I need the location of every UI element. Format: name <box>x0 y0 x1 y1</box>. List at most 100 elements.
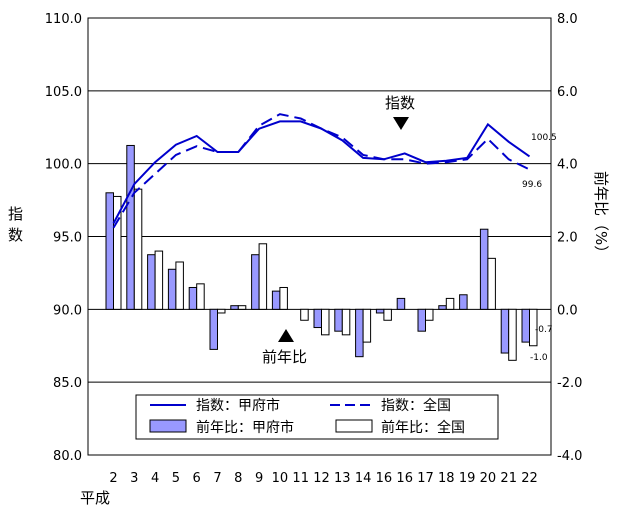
bar-national-yoy <box>362 308 372 343</box>
bar-kofu-yoy <box>334 308 343 332</box>
x-axis: 2 3 4 5 6 7 8 9 10 11 12 13 14 16 16 17 18 19 20 21 22 <box>109 471 537 486</box>
bar-kofu-yoy <box>209 308 218 350</box>
x-tick-label: 3 <box>130 471 138 486</box>
bar-kofu-yoy <box>167 268 177 310</box>
bar-kofu-yoy <box>459 294 468 310</box>
lines <box>112 113 531 229</box>
bar-national-yoy <box>196 283 205 310</box>
bar-national-yoy <box>154 250 164 310</box>
bar-kofu-yoy <box>230 305 239 310</box>
x-tick-label: 14 <box>355 471 372 486</box>
x-tick-label: 6 <box>193 471 201 486</box>
end-label-kofu: 100.5 <box>531 133 557 143</box>
x-tick-label: 20 <box>480 471 497 486</box>
x-tick-label: 22 <box>521 471 538 486</box>
left-tick-label: 80.0 <box>53 449 82 464</box>
bar-kofu-yoy <box>251 254 260 310</box>
end-yoy-kofu: -0.7 <box>535 325 553 335</box>
bar-kofu-yoy <box>188 286 198 310</box>
left-axis-label-2: 数 <box>8 226 23 244</box>
bar-national-yoy <box>113 195 122 310</box>
annotation-index: 指数 <box>385 94 415 112</box>
bar-national-yoy <box>237 305 247 310</box>
bar-national-yoy <box>258 243 268 310</box>
bar-kofu-yoy <box>417 308 426 332</box>
line-national-index <box>112 113 530 229</box>
x-tick-label: 19 <box>459 471 476 486</box>
bar-national-yoy <box>217 308 226 314</box>
bar-national-yoy <box>487 257 496 310</box>
right-tick-label: -4.0 <box>557 449 582 464</box>
x-tick-label: 8 <box>234 471 242 486</box>
bar-national-yoy <box>341 308 351 336</box>
bar-national-yoy <box>508 308 517 361</box>
left-tick-label: 100.0 <box>45 158 82 173</box>
bar-kofu-yoy <box>396 297 406 310</box>
down-arrow-icon <box>393 117 409 130</box>
legend-swatch-kofu-yoy <box>149 419 187 433</box>
bar-kofu-yoy <box>147 254 156 310</box>
right-tick-label: 6.0 <box>557 85 578 100</box>
right-axis: -4.0 -2.0 0.0 2.0 4.0 6.0 8.0 <box>557 12 582 464</box>
bar-national-yoy <box>529 308 538 347</box>
bar-kofu-yoy <box>438 305 447 310</box>
bar-kofu-yoy <box>105 192 114 310</box>
left-tick-label: 95.0 <box>53 231 82 246</box>
end-label-national: 99.6 <box>522 180 542 190</box>
right-tick-label: 4.0 <box>557 158 578 173</box>
right-axis-label: 前年比（%） <box>592 171 610 260</box>
bar-national-yoy <box>321 308 330 336</box>
line-kofu-index <box>112 120 531 224</box>
legend-swatch-national-yoy <box>335 419 373 433</box>
right-tick-label: 0.0 <box>557 303 578 318</box>
left-tick-label: 90.0 <box>53 303 82 318</box>
right-tick-label: 8.0 <box>557 12 578 27</box>
left-axis-label-1: 指 <box>8 205 23 223</box>
left-tick-label: 85.0 <box>53 376 82 391</box>
left-tick-label: 110.0 <box>45 12 82 27</box>
x-tick-label: 13 <box>334 471 351 486</box>
bar-national-yoy <box>383 308 392 321</box>
bar-national-yoy <box>300 308 309 321</box>
bar-kofu-yoy <box>313 308 322 329</box>
legend-label-national-yoy: 前年比：全国 <box>381 419 465 436</box>
end-yoy-national: -1.0 <box>530 353 548 363</box>
annotation-yoy: 前年比 <box>262 348 307 366</box>
x-tick-label: 5 <box>172 471 180 486</box>
x-tick-label: 10 <box>272 471 289 486</box>
right-tick-label: 2.0 <box>557 231 578 246</box>
legend-box <box>135 394 499 440</box>
x-tick-label: 7 <box>213 471 221 486</box>
x-tick-label: 21 <box>500 471 517 486</box>
x-tick-label: 17 <box>417 471 434 486</box>
x-tick-label: 16 <box>396 471 413 486</box>
bar-kofu-yoy <box>355 308 364 358</box>
legend-label-national-index: 指数：全国 <box>381 397 451 414</box>
left-axis: 80.0 85.0 90.0 95.0 100.0 105.0 110.0 <box>45 12 82 464</box>
x-tick-label: 2 <box>109 471 117 486</box>
x-tick-label: 12 <box>313 471 330 486</box>
bar-kofu-yoy <box>500 308 510 354</box>
bar-kofu-yoy <box>521 308 530 343</box>
bar-national-yoy <box>445 297 455 310</box>
left-tick-label: 105.0 <box>45 85 82 100</box>
bar-kofu-yoy <box>126 144 135 310</box>
bar-kofu-yoy <box>479 228 489 310</box>
x-tick-label: 9 <box>255 471 263 486</box>
x-tick-label: 16 <box>376 471 393 486</box>
bar-national-yoy <box>425 308 434 321</box>
bar-kofu-yoy <box>375 308 385 314</box>
right-tick-label: -2.0 <box>557 376 582 391</box>
up-arrow-icon <box>278 329 294 342</box>
bars <box>105 144 538 361</box>
legend-label-kofu-index: 指数：甲府市 <box>196 397 280 414</box>
x-tick-label: 18 <box>438 471 455 486</box>
x-axis-label: 平成 <box>80 489 110 507</box>
legend: 指数：甲府市 指数：全国 前年比：甲府市 前年比：全国 <box>135 394 499 440</box>
x-tick-label: 4 <box>151 471 159 486</box>
bar-national-yoy <box>175 261 184 310</box>
bar-national-yoy <box>133 188 143 310</box>
bar-national-yoy <box>279 286 288 310</box>
plot-frame <box>87 17 552 456</box>
